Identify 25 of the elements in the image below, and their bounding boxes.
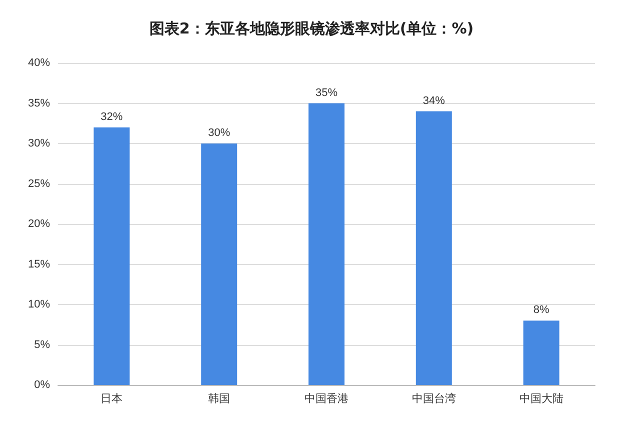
x-tick-label: 中国台湾	[412, 392, 456, 405]
data-label: 35%	[315, 86, 338, 99]
data-label: 30%	[208, 127, 230, 139]
bar	[308, 103, 344, 385]
bar	[523, 320, 560, 385]
y-tick-label: 40%	[28, 57, 50, 69]
y-tick-label: 25%	[28, 178, 50, 190]
y-tick-label: 35%	[28, 97, 50, 110]
bar	[416, 111, 452, 385]
y-tick-label: 5%	[34, 338, 50, 351]
data-label: 32%	[100, 110, 123, 123]
y-tick-label: 10%	[28, 298, 50, 310]
y-tick-label: 20%	[28, 218, 50, 230]
data-label: 34%	[422, 94, 446, 107]
x-tick-label: 日本	[100, 392, 123, 405]
bar	[94, 127, 130, 385]
data-label: 8%	[533, 304, 550, 316]
y-tick-label: 15%	[28, 258, 50, 270]
x-tick-label: 中国大陆	[519, 392, 564, 405]
chart-title: 图表2：东亚各地隐形眼镜渗透率对比(单位：%)	[149, 20, 474, 38]
x-tick-label: 中国香港	[304, 392, 348, 405]
x-tick-label: 韩国	[208, 392, 230, 405]
y-tick-label: 30%	[28, 138, 50, 150]
bar	[201, 144, 238, 385]
y-tick-label: 0%	[34, 379, 50, 391]
